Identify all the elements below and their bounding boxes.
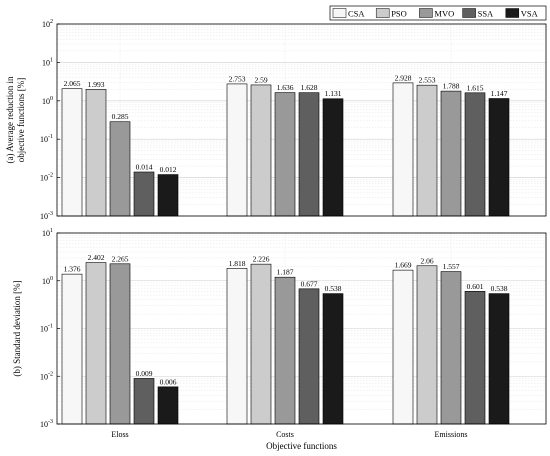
- bar-csa-eloss: [61, 273, 83, 425]
- bar-ssa-eloss: [133, 378, 155, 425]
- data-label: 2.553: [419, 76, 436, 85]
- data-label: 1.628: [301, 83, 318, 92]
- data-label: 0.538: [325, 284, 342, 293]
- data-label: 1.557: [443, 262, 460, 271]
- data-label: 1.818: [229, 259, 246, 268]
- y-tick-label: 102: [42, 19, 53, 29]
- bar-csa-emissions: [392, 82, 414, 217]
- bar-csa-costs: [226, 83, 248, 217]
- legend-label: CSA: [348, 9, 365, 19]
- y-tick-label: 100: [42, 276, 53, 286]
- data-label: 2.753: [229, 74, 246, 83]
- y-axis-label: (a) Average reduction in: [5, 76, 15, 164]
- data-label: 2.065: [64, 79, 81, 88]
- x-tick-label: Eloss: [111, 430, 128, 439]
- bar-vsa-eloss: [157, 174, 179, 217]
- bar-ssa-emissions: [464, 92, 486, 217]
- data-label: 1.187: [277, 268, 294, 277]
- y-tick-label: 101: [42, 57, 53, 67]
- bar-pso-costs: [250, 84, 272, 217]
- bar-ssa-eloss: [133, 171, 155, 217]
- panel-a: 2.065 2.753 2.928 1.993 2.59 2.553 0.285 1.636 1…: [5, 19, 547, 221]
- data-label: 0.006: [160, 377, 177, 386]
- data-label: 2.06: [420, 256, 433, 265]
- data-label: 2.226: [253, 255, 270, 264]
- legend-label: MVO: [434, 9, 454, 19]
- panel-b: 1.376 1.818 1.669 2.402 2.226 2.06 2.265 1.187 1…: [12, 228, 547, 451]
- legend-swatch-ssa: [462, 8, 476, 18]
- x-axis-label: Objective functions: [266, 441, 337, 451]
- bar-ssa-costs: [298, 288, 320, 425]
- data-label: 0.538: [491, 284, 508, 293]
- bar-csa-costs: [226, 268, 248, 425]
- bar-ssa-emissions: [464, 291, 486, 425]
- x-tick-label: Costs: [276, 430, 294, 439]
- bar-ssa-costs: [298, 92, 320, 217]
- y-tick-label: 10-3: [40, 419, 53, 429]
- data-label: 1.993: [88, 80, 105, 89]
- legend-swatch-csa: [332, 8, 347, 18]
- legend-swatch-vsa: [505, 8, 520, 18]
- bar-mvo-emissions: [440, 271, 462, 425]
- bar-pso-costs: [250, 263, 272, 425]
- bar-mvo-costs: [274, 92, 296, 217]
- legend-label: PSO: [391, 9, 407, 19]
- legend-label: SSA: [478, 9, 494, 19]
- data-label: 0.014: [136, 162, 153, 171]
- data-label: 2.59: [254, 75, 267, 84]
- bar-csa-eloss: [61, 88, 83, 217]
- data-label: 2.265: [112, 254, 129, 263]
- bar-vsa-eloss: [157, 386, 179, 425]
- bar-pso-eloss: [85, 88, 107, 217]
- data-label: 0.677: [301, 279, 318, 288]
- data-label: 1.131: [325, 89, 342, 98]
- legend-swatch-pso: [375, 8, 390, 18]
- bar-mvo-eloss: [109, 121, 131, 217]
- data-label: 2.928: [395, 73, 412, 82]
- bar-mvo-eloss: [109, 263, 131, 425]
- bar-vsa-costs: [322, 293, 344, 425]
- y-tick-label: 10-1: [40, 324, 53, 334]
- data-label: 0.285: [112, 112, 129, 121]
- y-tick-label: 101: [42, 228, 53, 238]
- bar-vsa-emissions: [488, 293, 510, 425]
- y-axis-label: objective functions [%]: [16, 78, 26, 162]
- y-tick-label: 10-3: [40, 211, 53, 221]
- legend-swatch-mvo: [419, 8, 433, 18]
- bar-csa-emissions: [392, 269, 414, 425]
- data-label: 1.376: [64, 265, 81, 274]
- data-label: 1.636: [277, 83, 294, 92]
- data-label: 1.615: [467, 83, 484, 92]
- y-axis-label: (b) Standard deviation [%]: [12, 280, 22, 376]
- y-tick-label: 10-2: [40, 371, 53, 381]
- data-label: 1.669: [395, 261, 412, 270]
- bar-mvo-costs: [274, 276, 296, 425]
- legend-label: VSA: [521, 9, 539, 19]
- bar-pso-emissions: [416, 265, 438, 425]
- x-tick-label: Emissions: [435, 430, 468, 439]
- data-label: 2.402: [88, 253, 105, 262]
- bar-pso-emissions: [416, 84, 438, 217]
- y-tick-label: 100: [42, 96, 53, 106]
- bar-vsa-costs: [322, 98, 344, 217]
- data-label: 0.009: [136, 369, 153, 378]
- data-label: 0.601: [467, 282, 484, 291]
- legend: CSA PSO MVO SSA VSA: [329, 5, 547, 21]
- bar-vsa-emissions: [488, 98, 510, 217]
- bar-mvo-emissions: [440, 90, 462, 217]
- data-label: 1.147: [491, 89, 508, 98]
- plot-frame: [56, 23, 547, 217]
- y-tick-label: 10-2: [40, 173, 53, 183]
- data-label: 1.788: [443, 82, 460, 91]
- bar-pso-eloss: [85, 262, 107, 425]
- y-tick-label: 10-1: [40, 134, 53, 144]
- data-label: 0.012: [160, 165, 177, 174]
